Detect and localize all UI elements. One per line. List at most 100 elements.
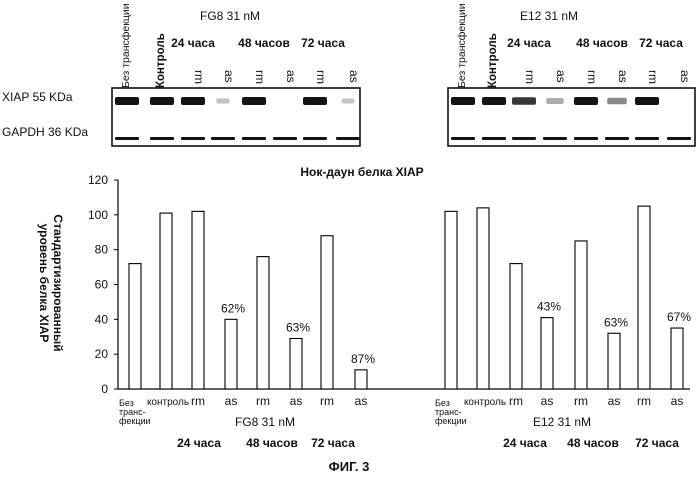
x-tick-label: rm bbox=[637, 394, 651, 408]
bar bbox=[510, 264, 522, 389]
blot-time-label: 24 часа bbox=[507, 36, 551, 50]
bar-annotation: 87% bbox=[351, 352, 375, 366]
bar bbox=[290, 338, 302, 389]
chart-bars bbox=[129, 206, 683, 389]
xiap-band bbox=[242, 97, 266, 105]
bar bbox=[608, 333, 620, 389]
figure-caption: ФИГ. 3 bbox=[329, 459, 370, 474]
xiap-band bbox=[342, 98, 355, 103]
bar-annotation: 67% bbox=[667, 310, 691, 324]
blot-e12-concentration: E12 31 nM bbox=[520, 9, 578, 23]
bar bbox=[192, 211, 204, 389]
group-name-label: E12 31 nM bbox=[533, 415, 591, 429]
xiap-row-label: XIAP 55 KDa bbox=[2, 90, 73, 104]
chart-title: Нок-даун белка XIAP bbox=[300, 165, 423, 179]
y-tick-label: 80 bbox=[95, 243, 109, 257]
gapdh-band bbox=[482, 137, 506, 140]
bar bbox=[160, 213, 172, 389]
x-tick-label: Безтранс-фекции bbox=[119, 398, 151, 426]
bar bbox=[638, 206, 650, 389]
y-tick-label: 120 bbox=[88, 173, 108, 187]
blot-time-label: 48 часов bbox=[576, 36, 628, 50]
x-tick-label: контроль bbox=[464, 397, 506, 408]
group-time-label: 72 часа bbox=[311, 436, 355, 450]
xiap-band bbox=[546, 98, 564, 104]
blot-lane-label: as bbox=[554, 70, 568, 83]
blot-lane-label: as bbox=[616, 70, 630, 83]
gapdh-band bbox=[303, 137, 327, 140]
xiap-band bbox=[635, 97, 659, 105]
bar-annotation: 63% bbox=[286, 320, 310, 334]
blot-lane-label: Без трансфекции bbox=[456, 3, 468, 88]
x-tick-label: Безтранс-фекции bbox=[435, 398, 467, 426]
blot-lane-label: Без трансфекции bbox=[120, 3, 132, 88]
xiap-band bbox=[607, 98, 627, 105]
group-name-label: FG8 31 nM bbox=[235, 415, 295, 429]
bar bbox=[477, 208, 489, 389]
bar-annotation: 63% bbox=[604, 315, 628, 329]
x-tick-label: rm bbox=[191, 394, 205, 408]
xiap-band bbox=[181, 97, 205, 105]
x-tick-label: rm bbox=[509, 394, 523, 408]
y-tick-label: 20 bbox=[95, 347, 109, 361]
y-tick-label: 60 bbox=[95, 278, 109, 292]
bar bbox=[225, 319, 237, 389]
group-time-label: 24 часа bbox=[503, 436, 547, 450]
blot-fg8-concentration: FG8 31 nM bbox=[200, 9, 260, 23]
blot-time-label: 48 часов bbox=[238, 36, 290, 50]
y-axis-label-line-1: Стандартизированный bbox=[51, 214, 65, 351]
gapdh-band bbox=[242, 137, 266, 140]
bar bbox=[321, 236, 333, 389]
y-axis-label-line-2: уровень белка XIAP bbox=[37, 224, 51, 343]
y-tick-label: 40 bbox=[95, 312, 109, 326]
bar bbox=[541, 318, 553, 389]
bar bbox=[445, 211, 457, 389]
xiap-band bbox=[482, 97, 506, 105]
blot-time-label: 72 часа bbox=[639, 36, 683, 50]
blot-lane-label: rm bbox=[192, 70, 206, 84]
xiap-band bbox=[574, 97, 598, 105]
y-axis-label: Стандартизированный уровень белка XIAP bbox=[37, 214, 65, 351]
bar bbox=[575, 241, 587, 389]
gapdh-band bbox=[512, 137, 536, 140]
bar-annotation: 62% bbox=[221, 301, 245, 315]
blot-lane-label: rm bbox=[314, 70, 328, 84]
x-tick-label: rm bbox=[574, 394, 588, 408]
x-tick-label: as bbox=[608, 394, 621, 408]
x-tick-label: as bbox=[355, 394, 368, 408]
blot-lane-label: as bbox=[222, 70, 236, 83]
gapdh-band bbox=[635, 137, 659, 140]
xiap-band bbox=[216, 98, 229, 103]
group-time-label: 72 часа bbox=[635, 436, 679, 450]
gapdh-band bbox=[211, 137, 235, 140]
blot-e12: E12 31 nM Без трансфекцииКонтрольrmasrma… bbox=[448, 3, 695, 146]
x-tick-label: rm bbox=[256, 394, 270, 408]
chart-axes: 020406080100120 bbox=[88, 173, 690, 396]
gapdh-band bbox=[181, 137, 205, 140]
blot-lane-label: rm bbox=[523, 70, 537, 84]
gapdh-band bbox=[273, 137, 297, 140]
blot-lane-label: Контроль bbox=[487, 33, 499, 88]
xiap-band bbox=[512, 97, 536, 105]
group-time-label: 24 часа bbox=[177, 436, 221, 450]
xiap-band bbox=[150, 97, 174, 105]
blot-time-label: 24 часа bbox=[171, 36, 215, 50]
x-tick-label: as bbox=[671, 394, 684, 408]
xiap-band bbox=[451, 97, 475, 105]
x-tick-label: контроль bbox=[147, 397, 189, 408]
gapdh-band bbox=[115, 137, 139, 140]
y-tick-label: 0 bbox=[101, 382, 108, 396]
blot-lane-label: as bbox=[678, 70, 692, 83]
group-time-label: 48 часов bbox=[567, 436, 619, 450]
gapdh-band bbox=[667, 137, 691, 140]
blot-fg8: FG8 31 nM Без трансфекции Контроль rm as rm a… bbox=[112, 3, 361, 146]
bar bbox=[671, 328, 683, 389]
blot-lane-label: Контроль bbox=[155, 33, 167, 88]
xiap-band bbox=[303, 97, 327, 105]
x-tick-label: as bbox=[225, 394, 238, 408]
blot-lane-label: rm bbox=[253, 70, 267, 84]
bar bbox=[129, 264, 141, 389]
blot-lane-label: as bbox=[284, 70, 298, 83]
bar bbox=[257, 257, 269, 389]
gapdh-band bbox=[150, 137, 174, 140]
